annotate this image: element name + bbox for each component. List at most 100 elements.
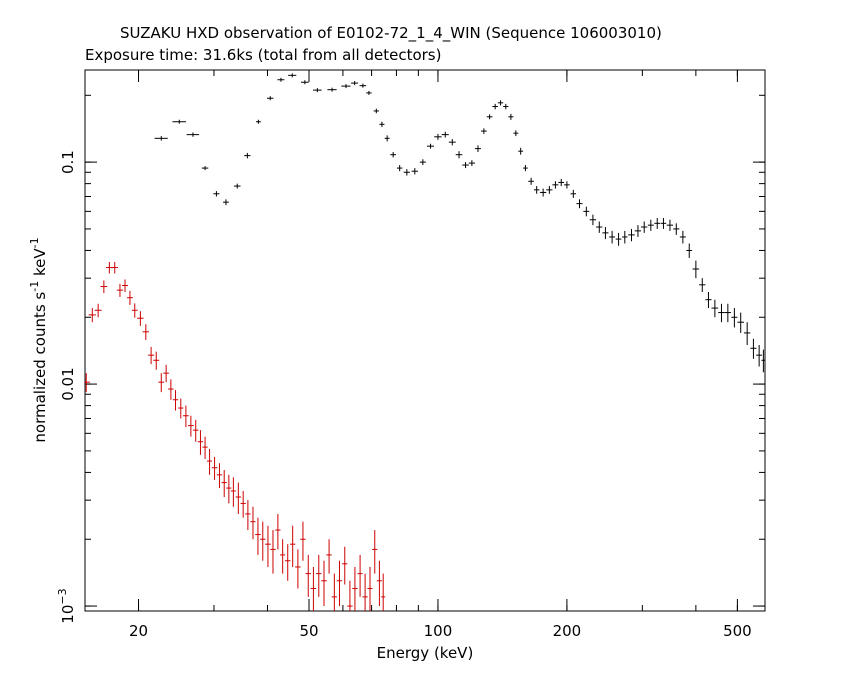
data-point: [692, 260, 700, 279]
data-point: [221, 470, 227, 497]
data-point: [202, 436, 208, 459]
plot-frame: [84, 69, 766, 612]
data-point: [419, 159, 426, 166]
data-point: [539, 188, 547, 197]
data-point: [359, 83, 367, 88]
data-point: [615, 232, 622, 246]
data-point: [518, 147, 524, 155]
data-point: [295, 549, 301, 589]
data-point: [280, 539, 286, 574]
data-point: [94, 303, 102, 318]
data-point: [634, 225, 642, 237]
data-point: [148, 346, 155, 365]
data-point: [197, 430, 204, 455]
data-point: [508, 113, 514, 120]
data-point: [158, 373, 165, 393]
data-point: [373, 108, 379, 114]
data-point: [230, 477, 236, 507]
data-point: [731, 308, 738, 328]
data-point: [207, 448, 213, 475]
data-point: [384, 135, 390, 142]
data-point: [182, 405, 189, 428]
data-point: [654, 218, 661, 229]
data-point: [486, 114, 493, 120]
data-point: [321, 560, 327, 607]
data-point: [305, 554, 311, 597]
data-point: [390, 152, 396, 158]
data-point: [362, 573, 368, 611]
data-point: [313, 88, 322, 93]
x-tick-label: 50: [299, 622, 318, 640]
data-point: [267, 96, 274, 101]
data-point: [372, 530, 378, 574]
data-point: [705, 291, 712, 309]
data-point: [552, 181, 559, 189]
chart-subtitle: Exposure time: 31.6ks (total from all de…: [85, 46, 441, 64]
data-point: [743, 322, 751, 345]
data-point: [711, 299, 719, 318]
data-series: [84, 73, 766, 611]
data-point: [474, 145, 481, 153]
data-point: [480, 128, 487, 134]
data-point: [609, 230, 616, 244]
data-point: [154, 136, 168, 141]
data-point: [533, 186, 540, 194]
data-point: [673, 223, 680, 235]
data-point: [492, 103, 498, 110]
data-point: [178, 398, 184, 419]
data-point: [381, 573, 386, 611]
data-point: [666, 219, 674, 231]
x-axis-label: Energy (keV): [377, 644, 474, 662]
data-point: [341, 84, 351, 89]
data-point: [596, 221, 603, 233]
data-point: [172, 119, 186, 124]
data-point: [172, 390, 179, 411]
data-point: [724, 303, 731, 323]
data-point: [379, 121, 385, 127]
data-point: [131, 303, 138, 318]
data-point: [583, 206, 590, 217]
series-0: [154, 73, 766, 373]
x-tick-label: 500: [723, 622, 752, 640]
data-point: [163, 364, 169, 383]
data-point: [523, 165, 528, 172]
data-point: [513, 130, 519, 137]
data-point: [255, 517, 261, 555]
data-point: [84, 373, 90, 393]
data-point: [188, 415, 194, 437]
data-point: [570, 189, 576, 198]
data-point: [127, 290, 133, 306]
data-point: [455, 151, 463, 159]
data-point: [576, 199, 583, 209]
data-point: [326, 539, 332, 574]
data-point: [357, 554, 363, 597]
data-point: [686, 243, 693, 258]
data-point: [376, 560, 382, 607]
data-point: [718, 303, 725, 323]
data-point: [265, 525, 271, 567]
y-tick-label: 10−3: [56, 588, 77, 623]
data-point: [201, 166, 209, 171]
data-point: [168, 379, 174, 400]
data-point: [468, 160, 475, 167]
data-point: [660, 218, 667, 229]
data-point: [448, 139, 456, 146]
data-point: [427, 143, 435, 149]
data-point: [462, 162, 469, 169]
data-point: [641, 221, 648, 233]
data-point: [761, 349, 766, 373]
data-point: [403, 169, 410, 176]
data-point: [366, 90, 372, 95]
data-point: [250, 506, 256, 540]
data-point: [233, 183, 241, 189]
data-point: [255, 119, 261, 124]
x-tick-label: 100: [424, 622, 453, 640]
data-point: [186, 132, 200, 137]
data-point: [347, 580, 353, 611]
data-point: [277, 77, 285, 82]
data-point: [142, 324, 149, 340]
data-point: [546, 186, 553, 194]
data-point: [503, 103, 509, 110]
data-point: [213, 191, 220, 197]
data-point: [756, 344, 763, 367]
